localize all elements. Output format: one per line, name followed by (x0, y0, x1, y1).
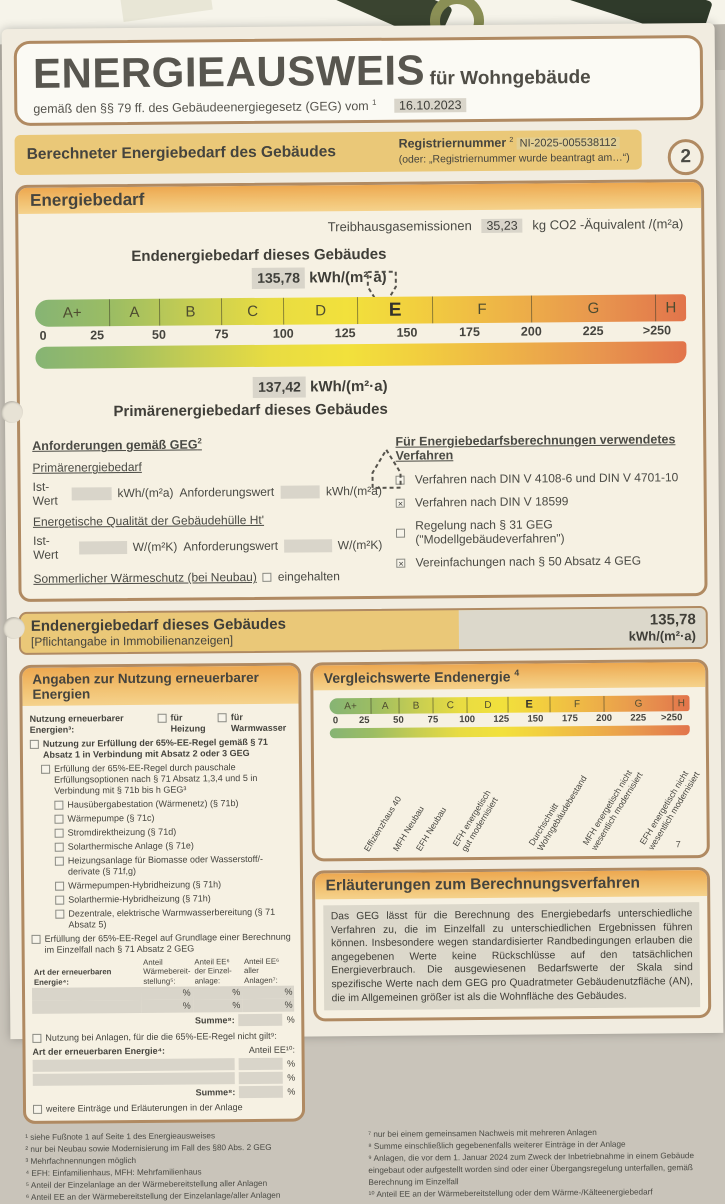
option-checkbox (55, 909, 65, 919)
comparison-labels: Effizienzhaus 40 MFH Neubau EFH Neubau E… (361, 768, 702, 854)
endenergie-value: 135,78 (252, 267, 306, 289)
endenergiebedarf-result-bar: Endenergiebedarf dieses Gebäudes [Pflich… (18, 606, 709, 656)
result-unit: kWh/(m²·a) (628, 628, 696, 645)
footnotes: ¹ siehe Fußnote 1 auf Seite 1 des Energi… (25, 1128, 695, 1202)
document-title: ENERGIEAUSWEIS (32, 46, 426, 97)
option-checkbox (54, 828, 64, 838)
einzelfall-checkbox (31, 934, 41, 944)
primaerenergie-label-block: 137,42 kWh/(m²·a) Primärenergiebedarf di… (32, 376, 388, 424)
ist-wert-field (71, 487, 112, 501)
hole-punch (2, 616, 25, 640)
scale-class-g: G (587, 300, 600, 318)
energy-type-field (32, 1058, 236, 1073)
verfahren-checkbox (396, 528, 406, 538)
certificate-page: ENERGIEAUSWEIS für Wohngebäude gemäß den… (0, 22, 724, 1202)
sommer-checkbox (262, 572, 272, 582)
scale-class-b: B (185, 303, 196, 321)
energy-scale-classes: A+ A B C D E F G H (34, 294, 687, 328)
issue-date: 16.10.2023 (393, 98, 467, 113)
option-checkbox (55, 895, 65, 905)
page-number-badge: 2 (667, 139, 704, 176)
scale-class-h: H (665, 299, 677, 317)
footnote-marker: 2 (509, 135, 514, 145)
ghg-unit: kg CO2 -Äquivalent /(m²a) (532, 216, 684, 233)
panel-erlaeuterungen: Erläuterungen zum Berechnungsverfahren D… (312, 867, 712, 1022)
primaerenergie-value: 137,42 (253, 376, 307, 399)
document-title-suffix: für Wohngebäude (429, 66, 591, 90)
verfahren-heading: Für Energiebedarfsberechnungen verwendet… (395, 432, 676, 463)
heizung-checkbox (157, 714, 167, 724)
registry-alt-text: (oder: „Registriernummer wurde beantragt… (398, 151, 630, 166)
anteil-field (239, 1071, 284, 1085)
energy-scale: A+ A B C D E F G H 0 25 50 75 100 125 (34, 294, 687, 370)
verfahren-checkbox: × (395, 498, 406, 509)
endenergie-label: Endenergiebedarf dieses Gebäudes (131, 246, 387, 266)
endenergie-label-block: Endenergiebedarf dieses Gebäudes 135,78 … (31, 244, 387, 292)
option-checkbox (54, 842, 64, 852)
erlaeuterungen-text: Das GEG lässt für die Berechnung des Ene… (323, 902, 701, 1011)
energy-type-field (32, 1072, 236, 1087)
anforderungswert-field (283, 539, 332, 553)
anteil-field (239, 1057, 284, 1071)
primaerenergie-label: Primärenergiebedarf dieses Gebäudes (113, 400, 388, 420)
section-bar-berechneter-energiebedarf: Berechneter Energiebedarf des Gebäudes R… (14, 129, 642, 176)
result-value-box: 135,78 kWh/(m²·a) (459, 608, 707, 650)
ghg-value: 35,23 (481, 218, 523, 234)
option-checkbox (55, 881, 65, 891)
energy-type-field (31, 987, 142, 1002)
result-bar-subtitle: [Pflichtangabe in Immobilienanzeigen] (30, 633, 234, 650)
registry-block: Registriernummer 2 NI-2025-005538112 (od… (398, 135, 629, 167)
scale-class-e: E (388, 299, 402, 321)
ee-regel-checkbox (29, 740, 39, 750)
primaerenergie-unit: kWh/(m²·a) (310, 378, 388, 396)
option-checkbox (54, 800, 64, 810)
document-subtitle: gemäß den §§ 79 ff. des Gebäudeenergiege… (33, 95, 684, 116)
comparison-scale: A+ A B C D E F G H 0 25 (329, 695, 690, 739)
summe-field (239, 1085, 284, 1099)
scale-class-f: F (477, 301, 487, 319)
gebaeudehuelle-subheading: Energetische Qualität der Gebäudehülle H… (32, 513, 265, 530)
panel-erneuerbare-energien: Angaben zur Nutzung erneuerbarer Energie… (19, 662, 306, 1125)
verfahren-checkbox: × (396, 558, 406, 569)
scale-class-a: A (129, 304, 140, 322)
warmwasser-checkbox (217, 713, 227, 723)
registry-label: Registriernummer (398, 135, 507, 151)
verfahren-block: Für Energiebedarfsberechnungen verwendet… (395, 432, 692, 588)
document-header: ENERGIEAUSWEIS für Wohngebäude gemäß den… (13, 35, 704, 127)
option-checkbox (54, 856, 64, 866)
footnote-marker: 1 (372, 97, 377, 107)
anforderungswert-field (280, 485, 320, 499)
weitere-checkbox (32, 1105, 43, 1115)
result-value: 135,78 (649, 611, 696, 629)
option-checkbox (54, 814, 64, 824)
energy-type-field (32, 1000, 142, 1015)
panel-vergleichswerte: Vergleichswerte Endenergie 4 A+ A B C D … (310, 659, 710, 862)
ghg-label: Treibhausgasemissionen (327, 218, 472, 235)
ee-anteil-table: Art der erneuerbaren Energie⁴: Anteil Wä… (31, 955, 295, 1015)
ist-wert-field (78, 540, 127, 555)
energy-scale-gradient-bar (35, 341, 687, 370)
panel-energiebedarf: Energiebedarf Treibhausgasemissionen 35,… (14, 179, 708, 603)
nicht-gilt-checkbox (32, 1034, 42, 1044)
panel-erneuerbare-header: Angaben zur Nutzung erneuerbarer Energie… (22, 665, 299, 707)
corner-note: 7 (675, 839, 681, 850)
scale-class-a-plus: A+ (62, 304, 82, 322)
scale-class-c: C (247, 303, 259, 321)
panel-erlaeuterungen-header: Erläuterungen zum Berechnungsverfahren (315, 870, 708, 900)
pauschal-checkbox (41, 765, 51, 775)
registry-number: NI-2025-005538112 (516, 136, 620, 150)
primaerenergiebedarf-subheading: Primärenergiebedarf (32, 460, 142, 476)
summe-field (238, 1014, 283, 1027)
panel-vergleichswerte-header: Vergleichswerte Endenergie 4 (313, 662, 706, 691)
anforderungen-block: Anforderungen gemäß GEG2 Primärenergiebe… (32, 436, 383, 587)
ghg-emissions-row: Treibhausgasemissionen 35,23 kg CO2 -Äqu… (30, 214, 689, 241)
scale-class-d: D (315, 302, 327, 320)
primaerenergie-marker-icon (366, 447, 406, 491)
section-bar-title: Berechneter Energiebedarf des Gebäudes (26, 143, 337, 164)
